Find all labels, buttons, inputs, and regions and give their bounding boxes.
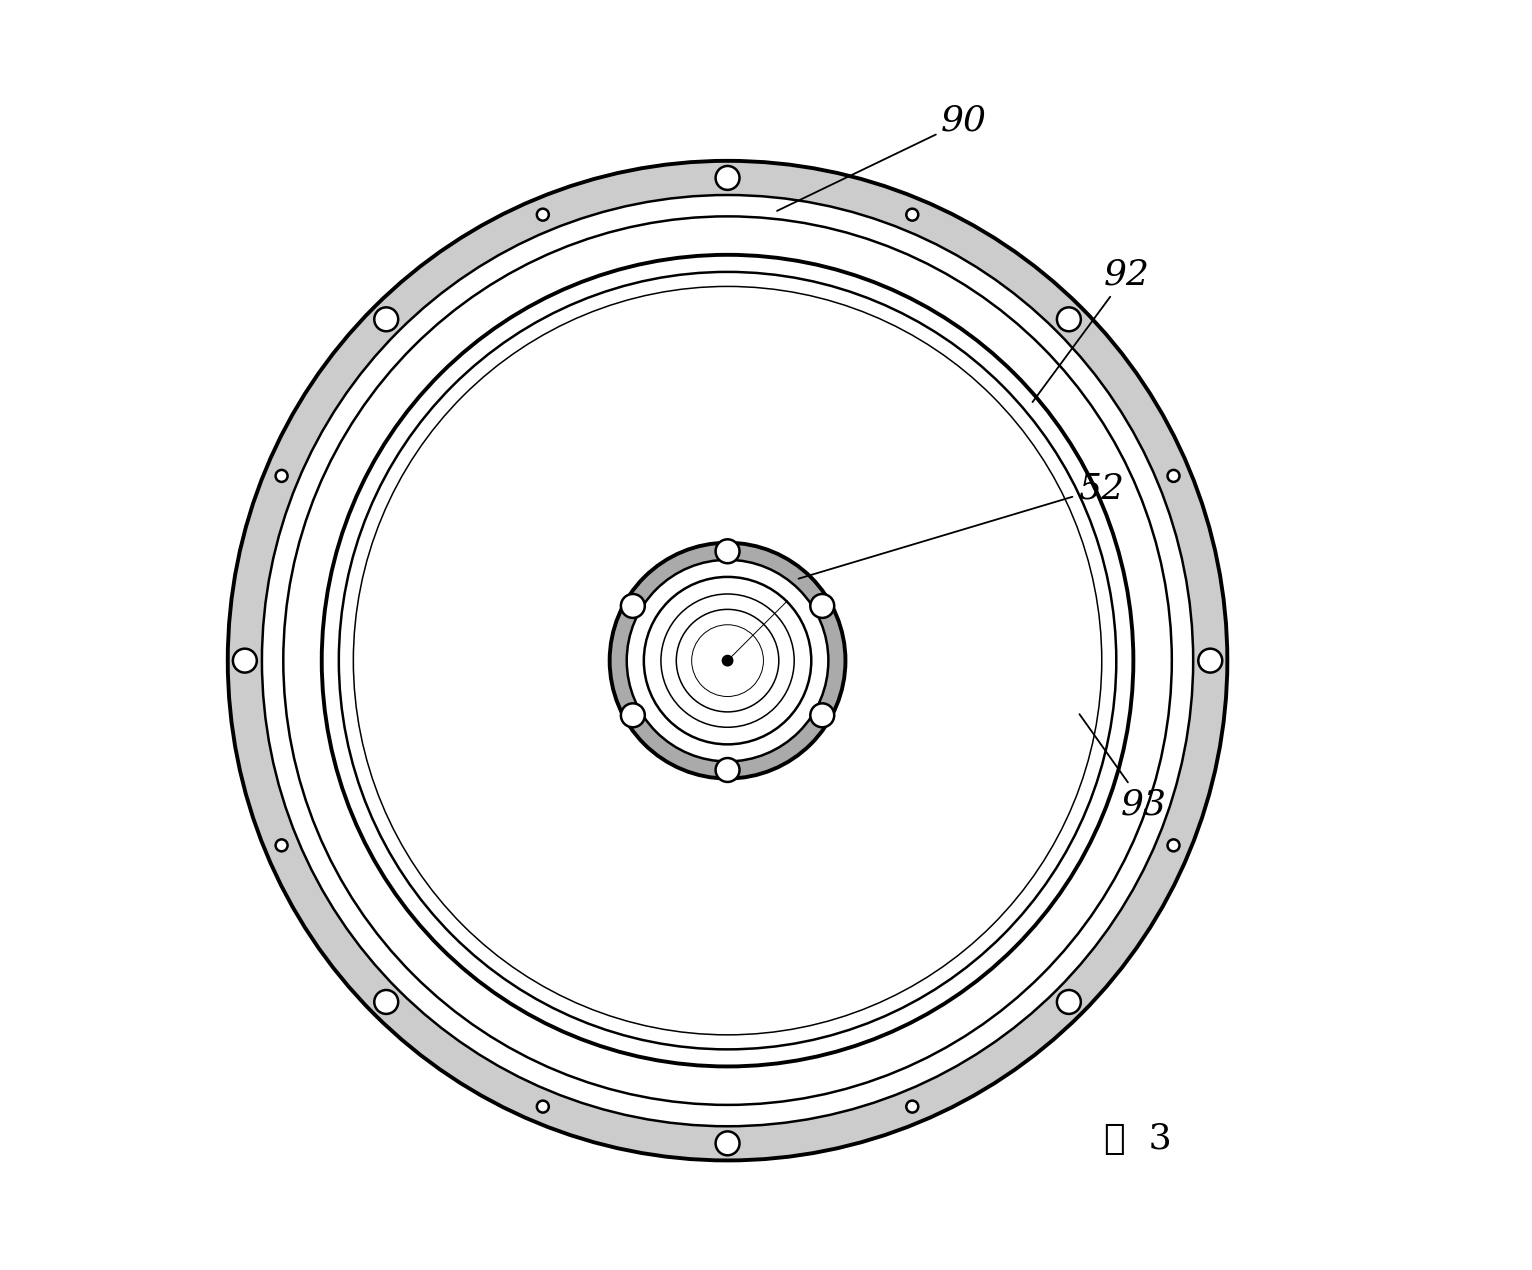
Wedge shape — [228, 161, 1227, 1161]
Circle shape — [810, 594, 835, 618]
Text: 图  3: 图 3 — [1103, 1123, 1172, 1156]
Circle shape — [620, 704, 645, 728]
Wedge shape — [610, 542, 846, 779]
Circle shape — [374, 307, 398, 331]
Circle shape — [374, 991, 398, 1013]
Circle shape — [907, 208, 918, 221]
Circle shape — [1167, 470, 1180, 481]
Circle shape — [1198, 649, 1223, 673]
Circle shape — [276, 470, 288, 481]
Circle shape — [276, 839, 288, 851]
Circle shape — [715, 758, 740, 782]
Circle shape — [1057, 991, 1082, 1013]
Text: 90: 90 — [777, 104, 987, 211]
Circle shape — [1057, 307, 1082, 331]
Circle shape — [723, 655, 732, 665]
Text: 92: 92 — [1033, 258, 1149, 403]
Text: 52: 52 — [798, 471, 1124, 579]
Circle shape — [907, 1101, 918, 1113]
Circle shape — [536, 1101, 548, 1113]
Circle shape — [810, 704, 835, 728]
Text: 93: 93 — [1080, 714, 1166, 822]
Circle shape — [715, 540, 740, 563]
Circle shape — [233, 649, 257, 673]
Circle shape — [715, 1132, 740, 1156]
Circle shape — [1167, 839, 1180, 851]
Circle shape — [715, 166, 740, 190]
Circle shape — [620, 594, 645, 618]
Circle shape — [536, 208, 548, 221]
